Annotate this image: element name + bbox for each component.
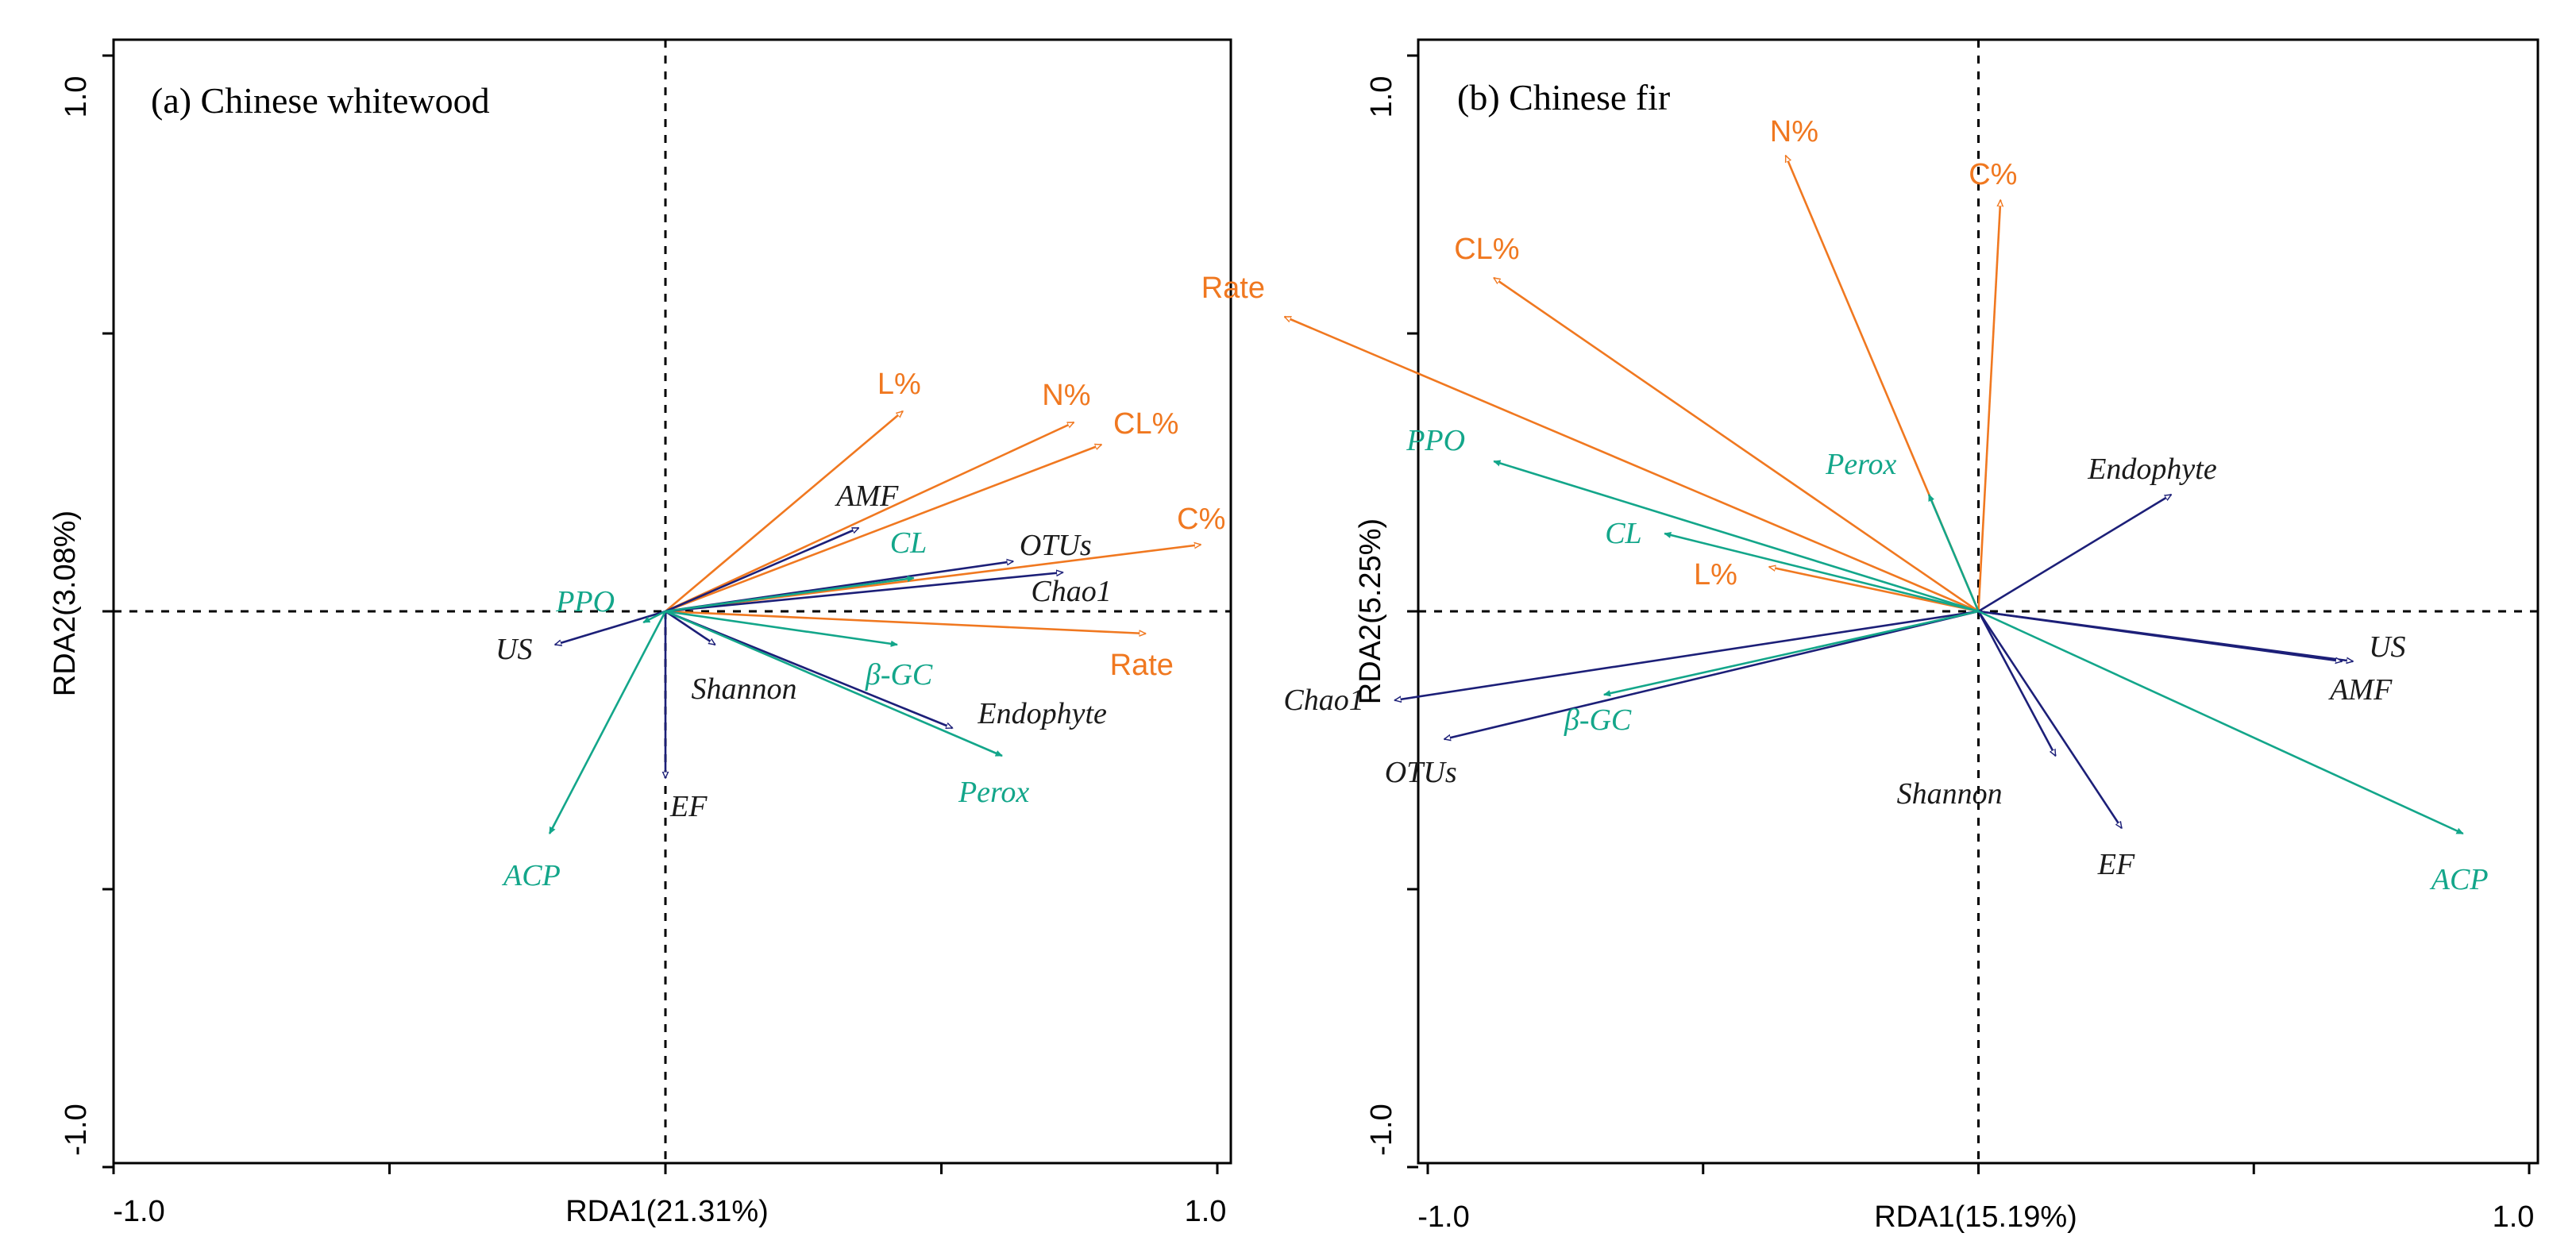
vector-rate: [1285, 315, 1980, 613]
plot-frame: [112, 38, 1232, 1165]
vector-label-perox: Perox: [958, 776, 1029, 809]
vector-label-acp: ACP: [2429, 863, 2489, 896]
vector-label-gc: β-GC: [1564, 703, 1632, 737]
vector-label-ppo: PPO: [1406, 424, 1465, 457]
panel-title: (b) Chinese fir: [1457, 77, 1670, 118]
vector-cl: [1664, 534, 1979, 613]
vector-label-us: US: [496, 633, 532, 666]
vector-label-ef: EF: [2097, 848, 2135, 881]
vector-label-rate: Rate: [1110, 649, 1174, 682]
vector-label-c: C%: [1177, 503, 1225, 536]
vector-label-endophyte: Endophyte: [977, 697, 1107, 730]
vector-label-l: L%: [1694, 558, 1737, 591]
vectors: N% C% CL% Rate L% Endophyte US AMF Chao1 OTUs Shan…: [1201, 115, 2489, 896]
vectors: L% N% CL% C% Rate AMF OTUs Chao1 Shannon Endophyt…: [496, 368, 1225, 892]
x-tick-min: -1.0: [113, 1195, 164, 1228]
panel-chinese-fir: N% C% CL% Rate L% Endophyte US AMF Chao1 OTUs Shan…: [1201, 38, 2539, 1234]
vector-acp: [548, 611, 667, 834]
vector-n: [665, 421, 1074, 613]
panel-chinese-whitewood: L% N% CL% C% Rate AMF OTUs Chao1 Shannon Endophyt…: [48, 38, 1232, 1228]
vector-label-l: L%: [877, 368, 921, 401]
vector-otus: [1444, 610, 1979, 739]
vector-label-rate: Rate: [1201, 272, 1265, 305]
vector-l: [665, 411, 903, 612]
vector-shannon: [1977, 611, 2057, 756]
vector-label-n: N%: [1770, 115, 1818, 148]
y-axis-label: RDA2(3.08%): [48, 510, 82, 696]
vector-label-endophyte: Endophyte: [2087, 453, 2217, 486]
vector-label-ef: EF: [669, 790, 708, 823]
vector-cl: [665, 445, 1101, 613]
vector-ppo: [1494, 461, 1979, 613]
y-tick-max: 1.0: [1365, 76, 1398, 118]
vector-amf: [1978, 610, 2343, 661]
vector-label-amf: AMF: [834, 480, 899, 513]
vector-perox: [665, 610, 1002, 757]
vector-label-chao1: Chao1: [1283, 684, 1363, 717]
vector-label-cl: CL: [1605, 517, 1641, 550]
axis-ticks: [102, 54, 1219, 1174]
vector-gc: [665, 610, 897, 645]
vector-chao1: [665, 572, 1062, 613]
vector-amf: [665, 526, 858, 613]
vector-label-c: C%: [1969, 158, 2017, 191]
vector-label-cl: CL: [890, 526, 927, 560]
vector-gc: [1604, 610, 1979, 695]
vector-label-otus: OTUs: [1385, 756, 1457, 789]
vector-label-otus: OTUs: [1020, 529, 1092, 562]
vector-endophyte: [1977, 493, 2172, 613]
y-tick-min: -1.0: [1365, 1104, 1398, 1155]
vector-cl: [1494, 276, 1980, 613]
vector-perox: [1927, 495, 1980, 612]
panel-title: (a) Chinese whitewood: [151, 80, 490, 121]
vector-label-cl: CL%: [1454, 233, 1519, 266]
vector-c: [1977, 200, 2001, 612]
vector-label-amf: AMF: [2327, 673, 2393, 707]
vector-label-shannon: Shannon: [692, 672, 797, 706]
vector-ef: [1977, 611, 2123, 828]
vector-label-n: N%: [1042, 379, 1090, 412]
vector-label-acp: ACP: [501, 859, 561, 892]
y-tick-max: 1.0: [60, 76, 93, 118]
vector-shannon: [665, 610, 715, 646]
vector-l: [1769, 567, 1979, 613]
vector-label-perox: Perox: [1825, 448, 1896, 481]
x-tick-max: 1.0: [1185, 1195, 1227, 1228]
x-tick-min: -1.0: [1417, 1200, 1469, 1234]
axis-ticks: [1407, 54, 2531, 1174]
vector-cl: [665, 578, 914, 613]
vector-label-cl: CL%: [1113, 407, 1178, 441]
vector-label-ppo: PPO: [555, 585, 615, 618]
vector-ppo: [643, 610, 666, 624]
x-axis-label: RDA1(21.31%): [565, 1195, 769, 1228]
vector-label-shannon: Shannon: [1897, 777, 2003, 811]
vector-acp: [1977, 610, 2463, 835]
x-tick-max: 1.0: [2493, 1200, 2535, 1234]
vector-label-chao1: Chao1: [1031, 575, 1111, 608]
vector-rate: [665, 610, 1146, 634]
vector-label-us: US: [2369, 630, 2405, 664]
vector-label-gc: β-GC: [865, 658, 933, 692]
x-axis-label: RDA1(15.19%): [1874, 1200, 2077, 1234]
y-tick-min: -1.0: [60, 1104, 93, 1155]
y-axis-label: RDA2(5.25%): [1354, 518, 1387, 704]
vector-chao1: [1394, 610, 1979, 700]
